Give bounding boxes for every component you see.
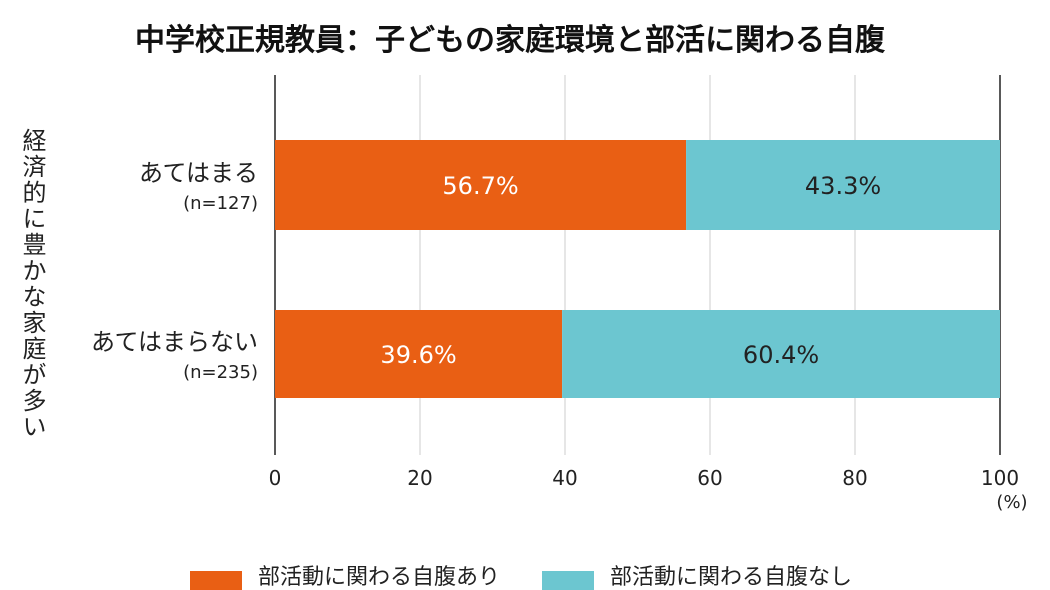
x-tick-label: 0: [269, 466, 282, 490]
data-label: 56.7%: [442, 172, 518, 200]
x-tick-label: 80: [842, 466, 867, 490]
category-label: あてはまらない: [91, 328, 258, 356]
legend-label: 部活動に関わる自腹なし: [610, 565, 852, 590]
x-tick-label: 100: [981, 466, 1019, 490]
data-label: 60.4%: [743, 341, 819, 369]
legend-label: 部活動に関わる自腹あり: [258, 565, 500, 590]
legend-swatch: [542, 571, 594, 590]
y-axis-label: 経済的に豊かな家庭が多い: [18, 128, 46, 440]
category-label: あてはまる: [139, 159, 258, 187]
bar-segment: [275, 310, 563, 398]
bar-segment: [562, 310, 1000, 398]
category-n: (n=127): [183, 193, 258, 214]
legend-swatch: [190, 571, 242, 590]
chart-title: 中学校正規教員：子どもの家庭環境と部活に関わる自腹: [135, 23, 886, 58]
x-tick-label: 20: [407, 466, 432, 490]
x-unit: (%): [996, 492, 1027, 513]
x-tick-label: 60: [697, 466, 722, 490]
data-label: 43.3%: [805, 172, 881, 200]
x-tick-label: 40: [552, 466, 577, 490]
bar-segment: [275, 140, 687, 230]
bar-segment: [686, 140, 1000, 230]
data-label: 39.6%: [380, 341, 456, 369]
category-n: (n=235): [183, 362, 258, 383]
